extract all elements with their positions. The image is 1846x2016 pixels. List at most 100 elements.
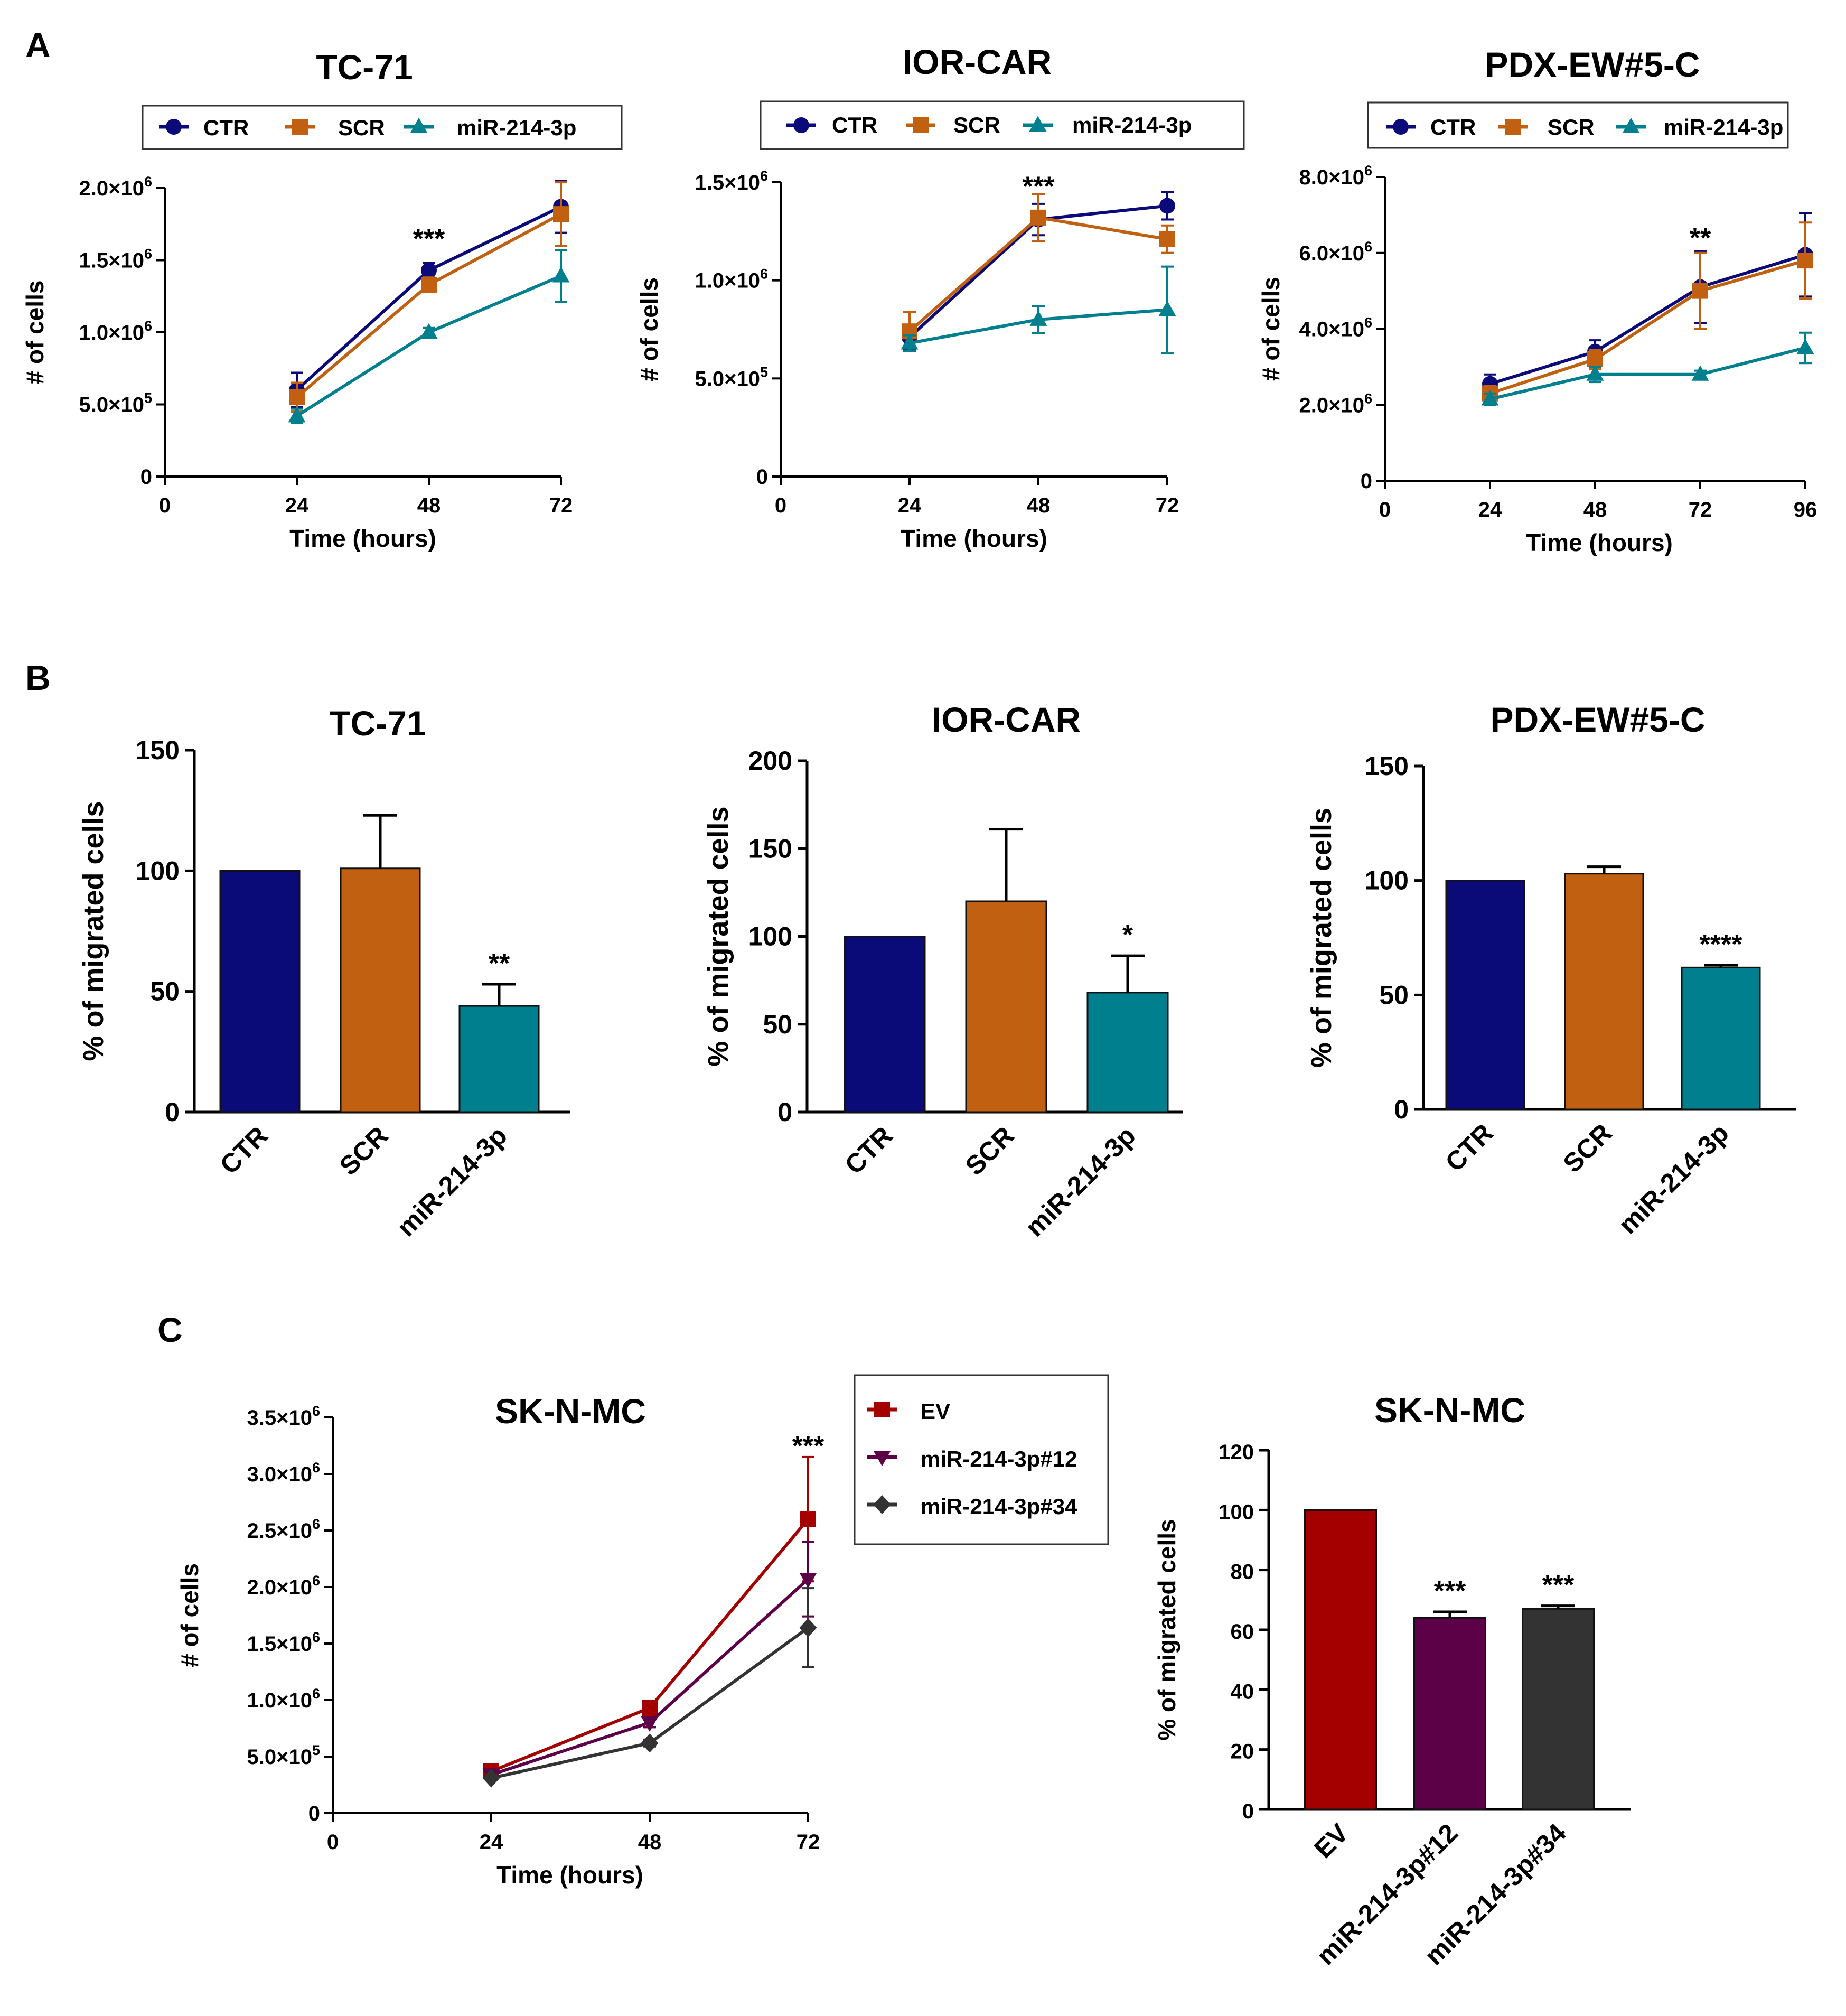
b1-significance-0: ** [489,948,510,979]
a3-series-1-point-3 [1797,253,1813,269]
a3-xtick-label-3: 72 [1689,498,1712,521]
chart-b1: 0 50 100 150 % of migrated cells CTR SCRmiR-21… [78,735,570,1242]
c1-significance-0: *** [792,1431,824,1462]
a1-ytick-label-3: 1.5×106 [79,246,153,273]
c1-series-0-point-2 [800,1511,816,1527]
a1-xtick-label-3: 72 [549,494,573,517]
a1-significance-0: *** [413,224,445,255]
a1-ytick-label-0: 0 [140,465,152,489]
legend-a1-scr: SCR [338,115,385,140]
panel-label-b: B [25,658,51,697]
legend-c1-marker-2 [867,1495,897,1514]
b1-ytick-label-2: 100 [136,856,180,885]
a2-significance-0: *** [1023,171,1055,202]
b2-ytick-label-4: 200 [748,746,792,776]
c1-ytick-label-6: 3.0×106 [247,1460,321,1486]
a2-ylabel: # of cells [635,277,663,381]
c2-bar-2 [1522,1608,1595,1810]
a3-ytick-label-3: 6.0×106 [1299,239,1373,265]
c1-series-2-point-1 [641,1733,659,1753]
c1-series-0-point-1 [642,1700,658,1716]
b3-errorbar-2 [1704,964,1738,968]
legend-a2-marker-1-marker [913,117,929,133]
b2-xtick-label-1: SCR [960,1121,1020,1181]
c1-xtick-label-2: 48 [638,1831,662,1854]
a3-xtick-label-4: 96 [1794,498,1817,521]
legend-c1: EV miR-214-3p#12 miR-214-3p#34 [854,1374,1109,1545]
a2-ytick-label-2: 1.0×106 [695,266,769,293]
legend-a3-ctr: CTR [1430,115,1476,139]
b2-ytick-label-2: 100 [748,922,792,951]
c1-ytick-label-4: 2.0×106 [247,1573,321,1599]
a2-series-1-point-1 [1030,209,1046,226]
a1-series-2-point-0 [288,407,306,423]
chart-b2: 0 50 100 150 200 % of migrated cells CTR SCR miR… [702,746,1183,1242]
b2-xtick-label-0: CTR [839,1121,898,1180]
a3-series-2-line [1489,346,1806,401]
c2-ytick-label-4: 80 [1231,1561,1254,1584]
a3-series-0-line [1489,253,1806,386]
chart-a3: 0 2.0×106 4.0×106 6.0×106 8.0×106 0 24 48 72 96 Ti… [1257,163,1817,556]
legend-a3-marker-1-marker [1505,119,1521,135]
c2-errorbar-1 [1433,1610,1467,1618]
c1-series-1-point-1 [641,1716,659,1732]
a1-ylabel: # of cells [21,281,49,385]
c1-series-2-point-2 [799,1618,817,1638]
b3-significance-0: **** [1700,929,1743,960]
a3-series-2-point-2 [1691,365,1709,381]
a3-ytick-label-1: 2.0×106 [1299,390,1373,417]
legend-a1-marker-0 [159,119,189,135]
a2-series-0-point-2 [1159,198,1175,214]
b1-xtick-label-0: CTR [214,1121,274,1180]
c1-series-0-line [490,1518,810,1773]
chart-c1: 0 5.0×105 1.0×106 1.5×106 2.0×106 2.5×106 3.0×… [176,1403,824,1889]
a1-series-2-point-2 [552,267,570,283]
legend-a3-marker-2-marker [1622,117,1640,133]
c2-significance-1: *** [1542,1570,1575,1601]
a2-series-1-point-2 [1159,231,1175,247]
chart-a1-title: TC-71 [316,48,413,87]
b2-errorbar-1 [989,828,1023,901]
b2-ytick-label-1: 50 [763,1010,792,1039]
b2-bar-0 [844,936,926,1113]
a1-xtick-label-0: 0 [159,494,171,517]
b1-xtick-label-2: miR-214-3p [391,1121,513,1242]
a2-series-2-point-1 [1029,310,1047,326]
a3-xtick-label-0: 0 [1379,498,1391,521]
legend-a2-marker-0-marker [793,117,809,133]
b2-bar-1 [965,900,1047,1113]
a2-ytick-label-3: 1.5×106 [695,168,769,194]
legend-c1-frame [854,1374,1109,1545]
a2-ytick-label-1: 5.0×105 [695,364,769,390]
a1-series-2-point-1 [420,323,438,339]
chart-c1-title: SK-N-MC [495,1392,646,1431]
a3-significance-0: ** [1690,223,1711,254]
legend-a1-marker-0-marker [166,119,182,135]
c1-ytick-label-5: 2.5×106 [247,1516,321,1543]
panel-label-a: A [25,25,51,64]
a1-xtick-label-2: 48 [417,494,441,517]
b3-ytick-label-1: 50 [1379,980,1409,1010]
legend-a3-scr: SCR [1548,115,1595,139]
c2-ylabel: % of migrated cells [1153,1519,1180,1740]
a1-xtick-label-1: 24 [285,494,309,517]
chart-b3: 0 50 100 150 % of migrated cells CTR SCRmiR-21… [1306,751,1796,1239]
a1-series-1-point-2 [553,206,569,222]
a2-xtick-label-2: 48 [1027,494,1051,517]
legend-a3-marker-1 [1498,119,1528,135]
c2-bar-0 [1304,1509,1377,1810]
legend-a1-marker-1 [285,119,315,135]
legend-c1-marker-2-marker [873,1495,891,1514]
c2-ytick-label-6: 120 [1219,1441,1254,1464]
chart-a3-title: PDX-EW#5-C [1485,45,1700,84]
b2-significance-0: * [1122,920,1133,950]
b2-xtick-label-2: miR-214-3p [1020,1121,1141,1242]
legend-a3-mir: miR-214-3p [1664,115,1783,139]
b1-bar-0 [219,870,301,1113]
a3-ytick-label-0: 0 [1361,470,1372,493]
c1-ytick-label-3: 1.5×106 [247,1629,321,1656]
a3-series-1-line [1489,259,1806,395]
c2-ytick-label-1: 20 [1231,1740,1254,1763]
legend-a2-scr: SCR [953,113,1000,137]
chart-a2: 0 5.0×105 1.0×106 1.5×106 0 24 48 72 Time (hours… [635,168,1179,552]
